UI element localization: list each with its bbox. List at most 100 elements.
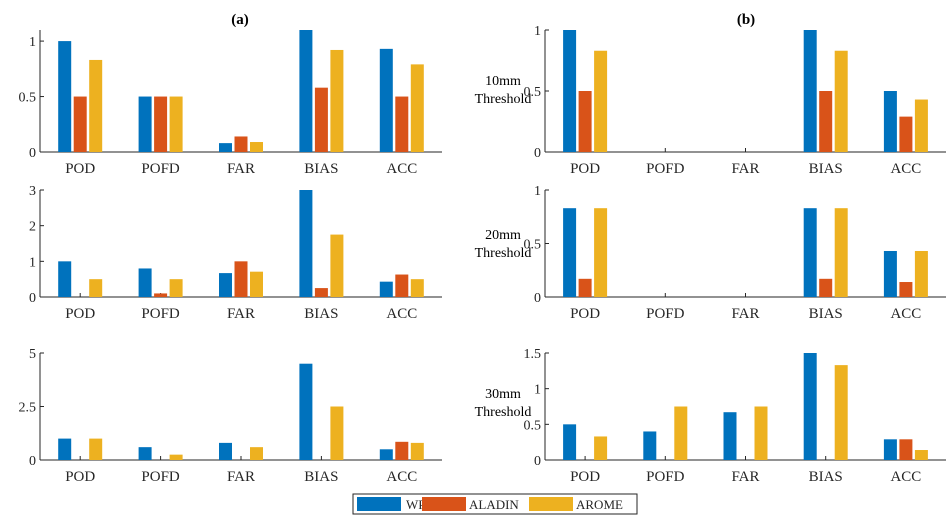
bar-aladin-far xyxy=(234,136,248,152)
bar-arome-far xyxy=(250,447,263,460)
bar-arome-pofd xyxy=(169,454,183,460)
bar-arome-pod xyxy=(89,59,103,153)
bar-aladin-far xyxy=(234,261,248,297)
bar-aladin-bias xyxy=(314,288,328,297)
row-label-30mm-line1: 30mm xyxy=(485,387,521,402)
bar-wrf-acc xyxy=(883,439,897,460)
bar-wrf-bias xyxy=(299,363,313,460)
bar-aladin-acc xyxy=(395,441,409,460)
panel-a-title: (a) xyxy=(231,12,249,28)
bar-arome-bias xyxy=(834,50,848,152)
bar-wrf-far xyxy=(219,442,232,460)
bar-arome-acc xyxy=(914,250,928,297)
x-tick-label: POFD xyxy=(646,161,685,177)
x-tick-label: BIAS xyxy=(809,306,843,322)
bar-arome-pofd xyxy=(169,279,183,297)
x-tick-label: POFD xyxy=(141,469,180,485)
x-tick-label: POD xyxy=(65,469,95,485)
x-tick-label: ACC xyxy=(890,306,921,322)
row-label-10mm-line1: 10mm xyxy=(485,74,521,89)
bar-wrf-far xyxy=(723,412,737,460)
x-tick-label: BIAS xyxy=(304,469,338,485)
y-tick-label: 1 xyxy=(534,383,541,398)
subplot-b-row3: 0 0.5 1 1.5 POD POFD FAR BIAS ACC xyxy=(524,347,946,485)
bar-aladin-pod xyxy=(578,278,592,297)
x-tick-label: POFD xyxy=(646,306,685,322)
row-label-30mm: 30mm Threshold xyxy=(475,387,532,420)
y-tick-label: 3 xyxy=(29,184,36,199)
x-tick-label: POD xyxy=(65,161,95,177)
x-tick-label: POD xyxy=(570,306,600,322)
x-tick-label: ACC xyxy=(386,161,417,177)
bar-wrf-pofd xyxy=(138,268,152,297)
bar-aladin-pod xyxy=(578,91,592,152)
x-tick-label: FAR xyxy=(731,306,759,322)
subplot-b-row1: 0 0.5 1 POD POFD FAR BIAS ACC xyxy=(524,24,946,177)
y-tick-label: 0 xyxy=(534,291,541,306)
subplot-a-row1: 0 0.5 1 POD POFD FAR BIAS ACC xyxy=(19,30,442,177)
bar-wrf-bias xyxy=(299,30,313,152)
bar-wrf-pofd xyxy=(138,447,152,460)
y-tick-label: 0 xyxy=(29,291,36,306)
x-tick-label: BIAS xyxy=(304,161,338,177)
y-tick-label: 0 xyxy=(534,146,541,161)
row-label-20mm-line2: Threshold xyxy=(475,246,532,261)
bar-wrf-pod xyxy=(563,424,577,460)
bar-aladin-bias xyxy=(314,87,328,152)
bar-arome-bias xyxy=(330,234,344,297)
row-label-10mm: 10mm Threshold xyxy=(475,74,532,107)
bar-aladin-acc xyxy=(899,116,913,152)
y-tick-label: 5 xyxy=(29,347,36,362)
row-label-10mm-line2: Threshold xyxy=(475,92,532,107)
bar-wrf-far xyxy=(219,273,232,297)
bar-wrf-acc xyxy=(883,250,897,297)
x-tick-label: FAR xyxy=(227,161,255,177)
panel-b-title: (b) xyxy=(737,12,755,28)
x-tick-label: FAR xyxy=(731,469,759,485)
y-tick-label: 0.5 xyxy=(524,85,542,100)
row-label-20mm: 20mm Threshold xyxy=(475,228,532,261)
bar-arome-pofd xyxy=(674,406,688,460)
bar-wrf-bias xyxy=(299,190,313,297)
x-tick-label: FAR xyxy=(227,469,255,485)
y-tick-label: 0 xyxy=(29,454,36,469)
legend-swatch-wrf xyxy=(357,497,401,511)
bar-wrf-bias xyxy=(803,353,817,460)
bar-arome-pod xyxy=(594,208,608,297)
bar-aladin-acc xyxy=(395,96,409,152)
y-tick-label: 1 xyxy=(534,184,541,199)
legend-swatch-arome xyxy=(529,497,573,511)
x-tick-label: POD xyxy=(570,161,600,177)
bar-wrf-pofd xyxy=(138,96,152,152)
bar-wrf-acc xyxy=(379,48,393,152)
bar-wrf-pofd xyxy=(643,431,657,460)
bar-arome-bias xyxy=(834,208,848,297)
y-tick-label: 0.5 xyxy=(19,91,37,106)
y-tick-label: 1 xyxy=(534,24,541,39)
legend-label-aladin: ALADIN xyxy=(469,497,519,512)
bar-arome-pod xyxy=(594,436,608,460)
subplot-a-row3: 0 2.5 5 POD POFD FAR BIAS ACC xyxy=(19,347,442,485)
y-tick-label: 2 xyxy=(29,220,36,235)
x-tick-label: BIAS xyxy=(809,469,843,485)
bar-aladin-pofd xyxy=(154,96,168,152)
bar-aladin-acc xyxy=(899,282,913,297)
bar-arome-acc xyxy=(410,64,424,152)
x-tick-label: ACC xyxy=(386,469,417,485)
bar-arome-pod xyxy=(89,438,103,460)
bar-arome-far xyxy=(250,142,263,152)
bar-wrf-acc xyxy=(379,281,393,297)
row-label-20mm-line1: 20mm xyxy=(485,228,521,243)
y-tick-label: 0.5 xyxy=(524,418,542,433)
bar-wrf-pod xyxy=(563,208,577,297)
subplot-a-row2: 0 1 2 3 POD POFD FAR BIAS ACC xyxy=(29,184,442,322)
bar-aladin-pod xyxy=(73,96,87,152)
x-tick-label: POD xyxy=(570,469,600,485)
y-tick-label: 2.5 xyxy=(19,401,37,416)
y-tick-label: 1.5 xyxy=(524,347,542,362)
legend-label-arome: AROME xyxy=(576,497,623,512)
bar-arome-far xyxy=(754,406,768,460)
bar-arome-far xyxy=(250,271,263,297)
row-label-30mm-line2: Threshold xyxy=(475,405,532,420)
